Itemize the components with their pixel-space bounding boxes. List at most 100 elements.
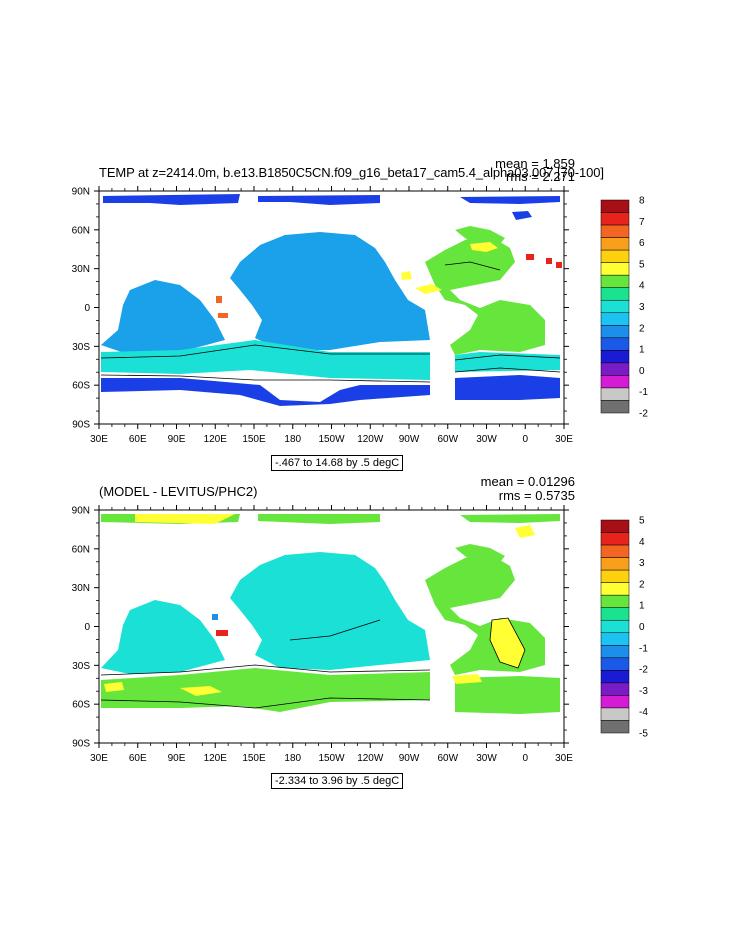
panel1-antarctic-deep [101, 378, 430, 406]
panel1-stat-mean: mean = 1.859 [495, 156, 575, 171]
panel1-xtick-label: 90W [399, 434, 420, 445]
panel1-stat-rms: rms = 2.271 [505, 169, 575, 184]
panel1-ytick-label: 90S [72, 420, 90, 431]
panel1-colorbar-label: 4 [639, 281, 645, 292]
panel1-xtick-label: 150W [318, 434, 345, 445]
panel2-contour-2 [100, 697, 431, 709]
panel1-colorbar-label: 1 [639, 345, 645, 356]
panel1-colorbar-label: 3 [639, 302, 645, 313]
panel2-atlantic-warm [490, 618, 525, 668]
panel1-contour-2 [100, 374, 431, 383]
panel2-colorbar-label: -4 [639, 707, 648, 718]
panel2-colorbar-box [600, 632, 630, 646]
panel1-antarctic-deep-atl [455, 375, 560, 400]
panel2-xtick-label: 90E [168, 753, 186, 764]
panel2-xtick-label: 150W [318, 753, 345, 764]
panel2-stat-rms: rms = 0.5735 [498, 488, 575, 503]
panel2-stat-mean: mean = 0.01296 [480, 474, 575, 489]
panel1-title: TEMP at z=2414.0m, b.e13.B1850C5CN.f09_g… [99, 165, 604, 180]
panel2-xtick-label: 30E [90, 753, 108, 764]
panel1-map [99, 191, 564, 424]
panel1-xtick-label: 150E [242, 434, 266, 445]
panel1-xtick-label: 60W [437, 434, 458, 445]
panel1-contour-4 [454, 367, 561, 373]
panel2-arctic-warm [135, 514, 235, 524]
panel1-colorbar-box [600, 400, 630, 414]
panel2-colorbar-box [600, 594, 630, 608]
panel1-colorbar-box [600, 375, 630, 389]
panel2-colorbar-box [600, 657, 630, 671]
panel2-southern-green [101, 668, 560, 714]
panel1-indian-ocean [101, 280, 225, 355]
panel1-colorbar-label: 0 [639, 366, 645, 377]
panel1-ytick-label: 0 [84, 303, 90, 314]
panel1-colorbar-box [600, 299, 630, 314]
panel2-colorbar-box [600, 557, 630, 571]
panel2-xtick-label: 120E [204, 753, 228, 764]
panel2-xtick-label: 30E [555, 753, 573, 764]
panel2-ytick-label: 30S [72, 661, 90, 672]
panel1-xtick-label: 30W [476, 434, 497, 445]
panel2-xtick-label: 150E [242, 753, 266, 764]
panel2-southern-warm-2 [104, 682, 124, 692]
panel2-colorbar-label: 4 [639, 537, 645, 548]
panel1-hot-patch-2 [216, 296, 228, 318]
panel1-contour-1 [100, 344, 430, 359]
panel1-colorbar-box [600, 199, 630, 213]
panel2-xtick-label: 60E [129, 753, 147, 764]
panel2-contour-info: -2.334 to 3.96 by .5 degC [271, 773, 404, 790]
panel1-colorbar-box [600, 224, 630, 238]
panel1-pacific-ocean [230, 232, 430, 350]
panel2-colorbar-box [600, 695, 630, 709]
panel1-ytick-label: 30S [72, 342, 90, 353]
panel2-colorbar-label: 3 [639, 558, 645, 569]
panel2-ne-warm [515, 525, 535, 538]
panel1-xtick-label: 30E [555, 434, 573, 445]
panel1-colorbar-box [600, 249, 630, 263]
panel1-xtick-label: 60E [129, 434, 147, 445]
panel2-xtick-label: 30W [476, 753, 497, 764]
panel2-ytick-label: 60N [72, 544, 90, 555]
panel1-ytick-label: 90N [72, 187, 90, 198]
panel2-ytick-label: 60S [72, 700, 90, 711]
panel1-colorbar-box [600, 274, 630, 288]
panel1-contour-3 [454, 354, 561, 361]
panel2-colorbar-box [600, 569, 630, 583]
panel2-cold-patch [212, 614, 218, 620]
panel1-warm-patch-2 [415, 284, 442, 294]
panel2-colorbar-label: -1 [639, 643, 648, 654]
panel1-xtick-label: 120E [204, 434, 228, 445]
panel2-ytick-label: 90N [72, 506, 90, 517]
panel1-colorbar-box [600, 325, 630, 339]
panel1-colorbar-label: -1 [639, 387, 648, 398]
panel2-xtick-label: 0 [522, 753, 528, 764]
panel2-colorbar-box [600, 682, 630, 696]
panel2-colorbar-box [600, 645, 630, 659]
panel1-hot-patch-1 [526, 254, 562, 268]
panel1-colorbar-box [600, 350, 630, 364]
panel2-colorbar-box [600, 519, 630, 533]
panel2-colorbar-box [600, 670, 630, 684]
panel2-colorbar-box [600, 619, 630, 634]
panel1-colorbar-label: 8 [639, 196, 645, 207]
panel2-colorbar-label: 0 [639, 622, 645, 633]
panel1-colorbar-box [600, 312, 630, 326]
panel2-colorbar-box [600, 707, 630, 721]
panel1-atlantic-n [455, 226, 505, 244]
panel1-warm-patch-1 [470, 242, 498, 252]
panel2-main-ocean [101, 552, 430, 674]
panel1-colorbar-label: 6 [639, 238, 645, 249]
panel1-colorbar-label: 5 [639, 259, 645, 270]
panel2-southern-warm-1 [180, 674, 482, 696]
panel2-contour-4 [489, 617, 526, 669]
panel2-colorbar-label: -2 [639, 665, 648, 676]
panel1-ytick-label: 30N [72, 264, 90, 275]
panel2-map [99, 510, 564, 743]
panel1-colorbar-box [600, 287, 630, 301]
panel2-xtick-label: 180 [284, 753, 301, 764]
panel1-xtick-label: 180 [284, 434, 301, 445]
panel1-atlantic-ocean [425, 236, 545, 355]
panel1-colorbar-label: -2 [639, 409, 648, 420]
panel2-colorbar-label: 2 [639, 579, 645, 590]
